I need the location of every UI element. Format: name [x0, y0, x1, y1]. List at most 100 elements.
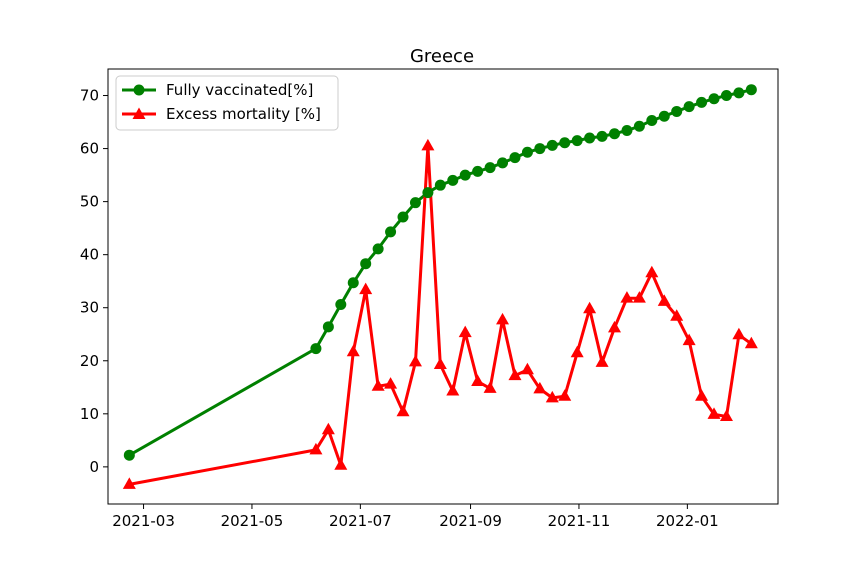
data-point — [122, 477, 136, 489]
x-tick-label: 2021-03 — [112, 512, 175, 530]
data-point — [708, 93, 720, 105]
y-tick-label: 20 — [80, 352, 99, 370]
data-point — [433, 357, 447, 369]
chart-title: Greece — [410, 46, 474, 67]
data-point — [335, 299, 347, 311]
data-point — [472, 165, 484, 177]
legend-box — [115, 75, 339, 131]
data-point — [334, 458, 348, 470]
y-tick-label: 60 — [80, 140, 99, 158]
data-point — [620, 291, 634, 303]
data-point — [559, 137, 571, 149]
y-tick-label: 30 — [80, 299, 99, 317]
x-tick-label: 2022-01 — [656, 512, 719, 530]
data-point — [645, 265, 659, 278]
data-point — [359, 282, 373, 295]
data-point — [497, 157, 509, 169]
data-point — [646, 114, 658, 126]
data-point — [509, 152, 521, 164]
data-point — [347, 277, 359, 289]
data-point — [695, 389, 709, 401]
data-point — [571, 135, 583, 147]
data-point — [322, 321, 334, 333]
data-point — [596, 130, 608, 142]
data-point — [683, 101, 695, 113]
data-point — [595, 355, 609, 367]
plot-frame — [107, 68, 779, 505]
data-point — [521, 146, 533, 158]
data-point — [447, 174, 459, 186]
x-tick-label: 2021-09 — [439, 512, 502, 530]
data-point — [408, 354, 422, 367]
data-point — [632, 291, 646, 303]
data-point — [608, 128, 620, 140]
data-point — [446, 384, 460, 396]
data-point — [621, 125, 633, 137]
data-point — [346, 344, 360, 357]
y-axis: 0 10 20 30 40 50 60 70 — [80, 87, 108, 476]
data-point — [471, 374, 485, 386]
data-point — [558, 389, 572, 401]
data-point — [371, 379, 385, 391]
data-point — [458, 325, 472, 338]
data-point — [584, 132, 596, 144]
data-point — [607, 320, 621, 333]
x-axis: 2021-03 2021-05 2021-07 2021-09 2021-11 2022-… — [112, 504, 719, 530]
data-point — [520, 362, 534, 375]
data-point — [583, 301, 597, 314]
plot-markers — [122, 84, 758, 489]
data-point — [745, 84, 757, 96]
legend: Fully vaccinated[%] Excess mortality [%] — [115, 75, 339, 131]
data-point — [533, 381, 547, 394]
y-tick-label: 70 — [80, 87, 99, 105]
data-point — [360, 258, 372, 270]
data-point — [123, 449, 135, 461]
data-point — [483, 381, 497, 393]
legend-label-vaccinated: Fully vaccinated[%] — [166, 81, 313, 99]
data-point — [508, 368, 522, 381]
data-point — [633, 120, 645, 132]
data-point — [396, 404, 410, 417]
data-point — [720, 90, 732, 102]
data-point — [372, 243, 384, 255]
data-point — [657, 294, 671, 306]
data-point — [707, 407, 721, 419]
data-point — [321, 422, 335, 435]
x-tick-label: 2021-07 — [329, 512, 392, 530]
y-tick-label: 0 — [89, 458, 99, 476]
series-line-1 — [129, 144, 753, 486]
x-tick-label: 2021-05 — [221, 512, 284, 530]
data-point — [732, 327, 746, 340]
series-line-0 — [128, 88, 752, 457]
data-point — [658, 110, 670, 122]
legend-marker-excess — [132, 107, 146, 119]
y-tick-label: 50 — [80, 193, 99, 211]
data-point — [484, 162, 496, 174]
data-point — [744, 336, 758, 349]
data-point — [434, 179, 446, 191]
data-point — [534, 143, 546, 155]
data-point — [422, 187, 434, 199]
data-point — [671, 105, 683, 117]
legend-label-excess: Excess mortality [%] — [166, 105, 321, 123]
x-tick-label: 2021-11 — [548, 512, 611, 530]
data-point — [409, 197, 421, 209]
y-tick-label: 40 — [80, 246, 99, 264]
data-point — [719, 409, 733, 421]
data-point — [545, 390, 559, 403]
data-point — [696, 96, 708, 108]
legend-marker-vaccinated — [133, 84, 145, 96]
data-point — [421, 138, 435, 151]
data-point — [570, 345, 584, 358]
data-point — [385, 226, 397, 238]
data-point — [310, 343, 322, 355]
data-point — [384, 377, 398, 389]
data-point — [546, 139, 558, 151]
data-point — [682, 333, 696, 346]
data-point — [733, 87, 745, 99]
data-point — [670, 309, 684, 321]
plot-lines — [128, 88, 753, 486]
y-tick-label: 10 — [80, 405, 99, 423]
data-point — [309, 442, 323, 455]
